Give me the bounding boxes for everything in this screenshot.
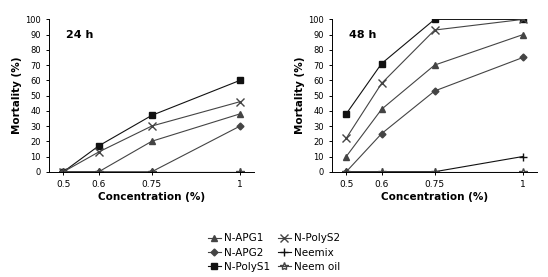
Text: 48 h: 48 h bbox=[349, 30, 376, 40]
Text: 24 h: 24 h bbox=[66, 30, 93, 40]
Y-axis label: Mortality (%): Mortality (%) bbox=[13, 57, 22, 134]
X-axis label: Concentration (%): Concentration (%) bbox=[98, 192, 206, 202]
X-axis label: Concentration (%): Concentration (%) bbox=[381, 192, 488, 202]
Legend: N-APG1, N-APG2, N-PolyS1, N-PolyS2, Neemix, Neem oil: N-APG1, N-APG2, N-PolyS1, N-PolyS2, Neem… bbox=[208, 234, 340, 272]
Y-axis label: Mortality (%): Mortality (%) bbox=[295, 57, 305, 134]
